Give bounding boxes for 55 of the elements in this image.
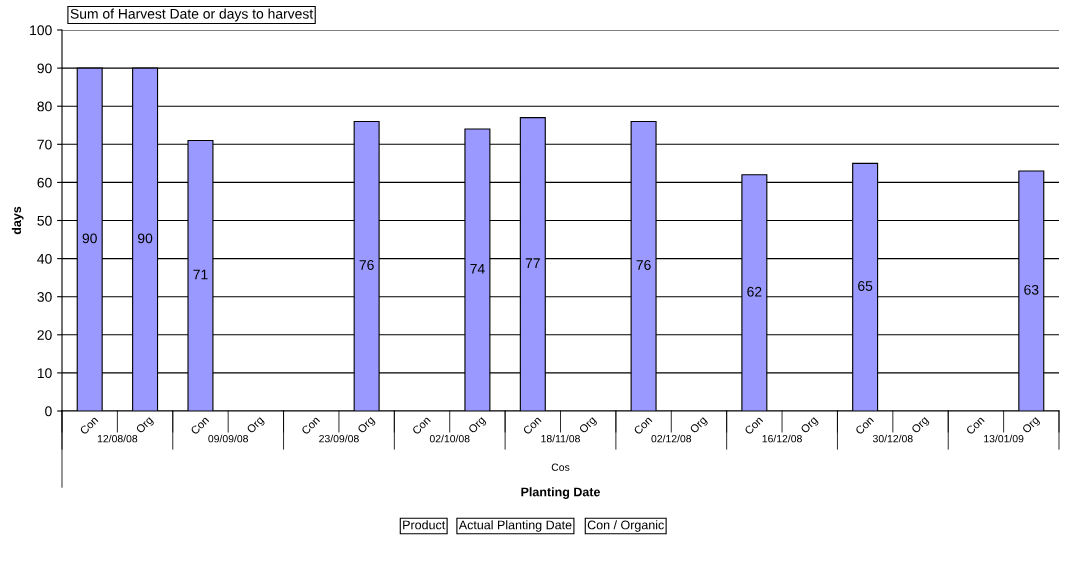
x-tick-label: Con bbox=[300, 415, 321, 435]
text: 12/08/08 bbox=[97, 434, 138, 443]
x-tick-label: Org bbox=[800, 415, 820, 436]
y-tick-label: 90 bbox=[37, 63, 52, 74]
text: Con / Organic bbox=[587, 520, 664, 532]
y-tick-label: 40 bbox=[37, 253, 52, 264]
data-label: 76 bbox=[636, 260, 651, 270]
x-tick-label: Org bbox=[246, 415, 266, 436]
x-tick-label: Con bbox=[79, 415, 99, 435]
x-tick-label: Con bbox=[633, 415, 653, 435]
x-tick-label: Con bbox=[411, 415, 431, 435]
text: 23/09/08 bbox=[319, 434, 359, 443]
y-tick-label: 80 bbox=[37, 101, 52, 112]
data-label: 90 bbox=[82, 233, 97, 244]
data-label: 74 bbox=[470, 264, 485, 274]
y-tick-label: 100 bbox=[30, 25, 52, 36]
x-tick-label: Con bbox=[522, 415, 542, 435]
data-label: 62 bbox=[747, 286, 762, 297]
data-label: 65 bbox=[858, 281, 873, 291]
text: 16/12/08 bbox=[762, 434, 802, 443]
text: Product bbox=[403, 520, 446, 530]
x-tick-label: Org bbox=[578, 415, 598, 436]
y-axis-title: days bbox=[11, 206, 24, 235]
data-label: 71 bbox=[193, 269, 208, 280]
y-tick-label: 60 bbox=[37, 177, 52, 188]
x-tick-label: Con bbox=[190, 415, 210, 435]
x-tick-label: Org bbox=[467, 415, 488, 436]
data-label: 90 bbox=[138, 233, 153, 244]
x-axis-title: Planting Date bbox=[521, 487, 601, 499]
text: 02/10/08 bbox=[429, 434, 470, 443]
x-tick-label: Con bbox=[854, 415, 874, 435]
y-tick-label: 70 bbox=[37, 139, 52, 150]
x-tick-label: Con bbox=[965, 415, 985, 435]
text: Cos bbox=[551, 463, 570, 471]
x-tick-label: Org bbox=[1021, 415, 1042, 436]
data-label: 63 bbox=[1024, 284, 1039, 295]
y-tick-label: 30 bbox=[37, 292, 52, 302]
y-tick-label: 10 bbox=[37, 368, 52, 379]
y-tick-label: 20 bbox=[37, 330, 52, 340]
x-tick-label: Org bbox=[135, 415, 155, 436]
data-label: 76 bbox=[359, 260, 374, 270]
x-tick-label: Org bbox=[357, 415, 377, 436]
x-tick-label: Org bbox=[910, 415, 931, 436]
y-tick-label: 50 bbox=[37, 215, 52, 226]
y-tick-label: 0 bbox=[45, 406, 52, 417]
text: 30/12/08 bbox=[872, 434, 913, 443]
chart-title: Sum of Harvest Date or days to harvest bbox=[70, 8, 314, 22]
text: Actual Planting Date bbox=[458, 520, 572, 532]
text: 02/12/08 bbox=[651, 434, 692, 443]
text: 09/09/08 bbox=[208, 434, 248, 443]
text: 18/11/08 bbox=[541, 434, 580, 443]
data-label: 77 bbox=[525, 258, 540, 268]
text: 13/01/09 bbox=[984, 434, 1024, 443]
x-tick-label: Org bbox=[689, 415, 709, 436]
x-tick-label: Con bbox=[744, 415, 764, 435]
